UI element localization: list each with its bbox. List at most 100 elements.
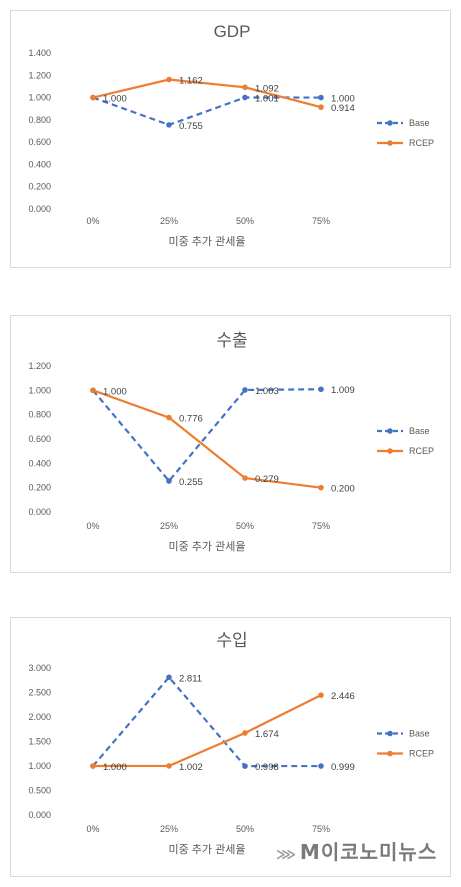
y-tick-label: 1.000 [28,93,51,103]
x-tick-label: 25% [160,521,178,531]
data-point-base [166,674,172,681]
series-line-base [92,675,322,768]
chart-title: 수입 [216,631,247,650]
chart-svg-gdp: GDP 0.000 0.200 0.400 0.600 0.800 1.000 1.200 1.… [28,22,434,248]
legend-label-base: Base [409,118,430,128]
x-tick-label: 50% [236,521,254,531]
y-tick-label: 3.000 [28,663,51,673]
y-tick-label: 0.400 [28,159,51,169]
y-tick-label: 1.000 [28,761,51,771]
data-point-base [318,94,324,101]
x-tick-label: 0% [86,824,99,834]
data-point-rcep [166,76,172,83]
y-tick-label: 1.400 [28,48,51,58]
y-tick-label: 1.500 [28,737,51,747]
y-tick-label: 1.000 [28,385,51,395]
series-line-rcep [92,694,322,768]
data-point-rcep [242,730,248,736]
data-point-rcep [242,84,248,91]
y-tick-label: 0.600 [28,434,51,444]
legend-label-rcep: RCEP [409,749,434,759]
legend-marker-base [387,120,393,126]
data-label-rcep: 0.914 [331,103,355,114]
y-tick-label: 0.000 [28,507,51,517]
legend-label-base: Base [409,426,430,436]
x-tick-label: 25% [160,824,178,834]
data-label-base: 0.998 [255,762,279,773]
series-line-rcep [92,78,322,109]
chart-title: 수출 [216,331,247,350]
x-tick-label: 50% [236,824,254,834]
data-label-base: 0.755 [179,121,203,132]
x-axis-label: 미중 추가 관세율 [169,540,246,553]
data-point-rcep [166,763,172,769]
data-point-base [242,94,248,101]
series-line-base [92,388,322,483]
legend-marker-rcep [387,750,393,757]
legend-marker-rcep [387,448,393,454]
data-point-base [166,478,172,484]
x-tick-label: 25% [160,216,178,226]
data-point-rcep [90,94,96,101]
watermark-text: M이코노미뉴스 [299,840,438,864]
x-tick-label: 75% [312,824,330,834]
legend-label-base: Base [409,729,430,739]
data-label-rcep: 0.200 [331,484,355,495]
x-tick-label: 0% [86,216,99,226]
data-point-rcep [318,692,324,698]
data-label-rcep: 2.446 [331,691,355,702]
data-label-base: 1.009 [331,385,355,396]
chart-panel-gdp: GDP 0.000 0.200 0.400 0.600 0.800 1.000 1.200 1.… [10,10,451,268]
data-point-rcep [318,104,324,110]
data-point-base [242,387,248,393]
x-axis-label: 미중 추가 관세율 [169,235,246,248]
y-tick-label: 1.200 [28,70,51,80]
data-label-base: 1.003 [255,386,279,397]
data-point-rcep [166,414,172,421]
legend-marker-rcep [387,140,393,146]
data-label-rcep: 0.776 [179,414,203,425]
data-label-base: 1.001 [255,93,279,104]
x-tick-label: 50% [236,216,254,226]
y-tick-label: 0.400 [28,458,51,468]
data-label-rcep: 0.279 [255,474,279,485]
data-point-base [318,386,324,393]
x-tick-label: 0% [86,521,99,531]
data-label-rcep: 1.000 [103,94,127,105]
legend-label-rcep: RCEP [409,138,434,148]
data-label-rcep: 1.000 [103,386,127,397]
data-label-rcep: 1.002 [179,762,203,773]
data-label-rcep: 1.674 [255,729,279,740]
data-point-base [166,122,172,128]
chart-panel-import: 수입 0.000 0.500 1.000 1.500 2.000 2.500 3.000 0% 2… [10,617,451,877]
data-point-rcep [90,763,96,769]
y-tick-label: 0.800 [28,115,51,125]
data-label-base: 2.811 [179,673,202,684]
series-line-base [92,96,322,127]
economy-news-logo-icon: ⋙ [276,847,297,863]
y-tick-label: 0.500 [28,786,51,796]
chart-svg-export: 수출 0.000 0.200 0.400 0.600 0.800 1.000 1.200 0% 2… [28,331,434,553]
data-label-rcep: 1.162 [179,76,203,87]
data-label-base: 0.255 [179,477,203,488]
y-tick-label: 0.200 [28,483,51,493]
legend-marker-base [387,428,393,434]
legend-marker-base [387,730,393,737]
data-point-rcep [90,387,96,394]
data-label-base: 1.000 [331,94,355,105]
data-label-rcep: 1.000 [103,762,127,773]
data-point-base [318,763,324,769]
chart-title: GDP [214,22,251,41]
x-axis-label: 미중 추가 관세율 [169,843,246,856]
chart-svg-import: 수입 0.000 0.500 1.000 1.500 2.000 2.500 3.000 0% 2… [28,631,434,856]
series-line-rcep [92,389,322,489]
y-tick-label: 0.000 [28,810,51,820]
data-label-base: 0.999 [331,762,355,773]
data-point-rcep [318,484,324,491]
data-label-rcep: 1.092 [255,83,279,94]
y-tick-label: 0.600 [28,137,51,147]
chart-panel-export: 수출 0.000 0.200 0.400 0.600 0.800 1.000 1.200 0% 2… [10,315,451,573]
x-tick-label: 75% [312,521,330,531]
data-point-rcep [242,475,248,481]
y-tick-label: 0.200 [28,182,51,192]
